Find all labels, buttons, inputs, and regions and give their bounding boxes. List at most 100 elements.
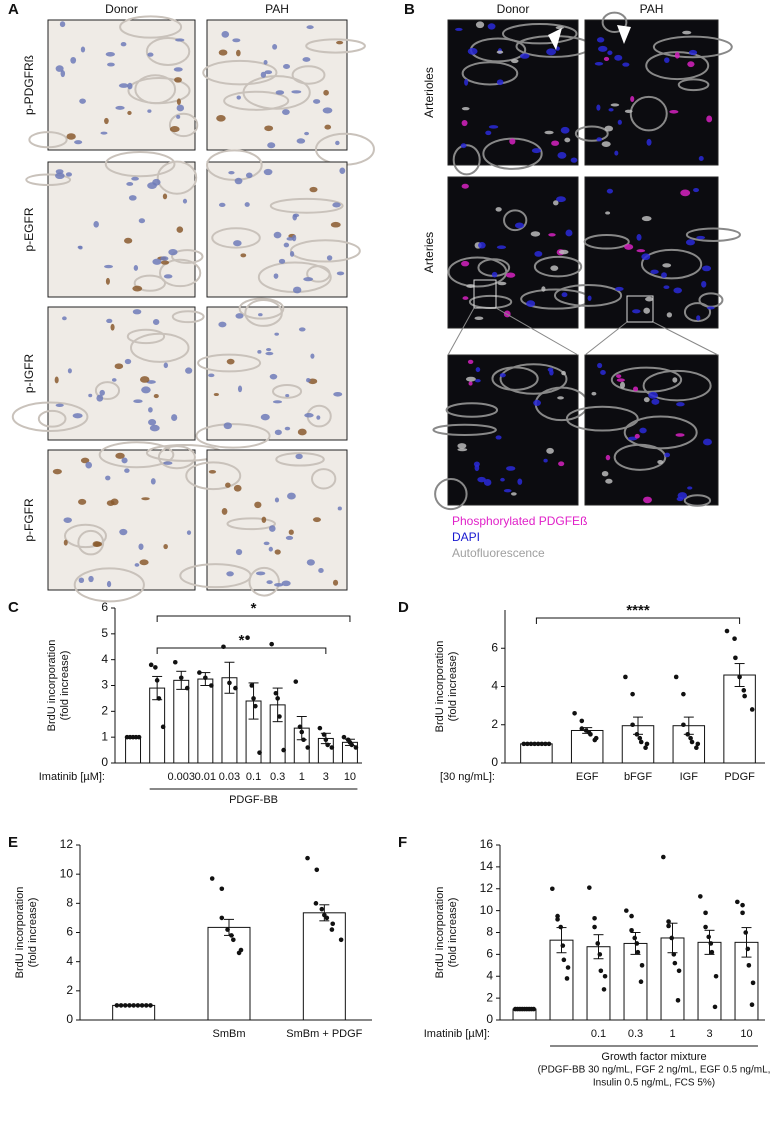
data-point: [249, 683, 255, 688]
cell-nucleus: [561, 370, 566, 376]
group-label: PDGF-BB: [229, 794, 278, 806]
cell-nucleus: [632, 309, 641, 314]
data-point: [592, 915, 597, 921]
tissue-strand: [126, 328, 166, 345]
data-point: [595, 941, 601, 946]
cell-nucleus: [139, 559, 149, 566]
tissue-strand: [574, 125, 609, 142]
cell-nucleus: [163, 274, 173, 279]
cell-nucleus: [107, 62, 115, 67]
tissue-strand: [311, 468, 337, 490]
image-frame: [584, 19, 719, 166]
y-tick-label: 2: [486, 990, 493, 1004]
cell-nucleus: [54, 376, 59, 384]
cell-nucleus: [639, 427, 647, 434]
data-point: [713, 973, 719, 979]
y-tick-label: 0: [101, 755, 108, 769]
cell-nucleus: [693, 188, 700, 193]
cell-nucleus: [669, 109, 679, 114]
y-tick-label: 6: [491, 640, 498, 654]
x-tick-label: SmBm + PDGF: [286, 1028, 362, 1040]
x-tick-label: 0.01: [195, 771, 216, 783]
cell-nucleus: [216, 114, 226, 122]
tissue-strand: [133, 274, 167, 292]
cell-nucleus: [264, 70, 273, 75]
data-point: [281, 747, 286, 753]
cell-nucleus: [78, 577, 85, 584]
data-point: [644, 741, 650, 747]
y-axis-label: BrdU incorporation: [434, 641, 446, 733]
cell-nucleus: [457, 443, 467, 449]
y-tick-label: 8: [66, 896, 73, 910]
histology-image: [47, 441, 223, 603]
data-point: [172, 659, 178, 665]
fluorescence-image: [574, 11, 733, 166]
histology-image: [11, 306, 205, 441]
cell-nucleus: [461, 120, 468, 127]
y-tick-label: 0: [66, 1012, 73, 1026]
cell-nucleus: [88, 575, 94, 583]
cell-nucleus: [285, 535, 294, 540]
cell-nucleus: [272, 400, 283, 404]
data-point: [521, 741, 527, 747]
cell-nucleus: [324, 124, 332, 130]
cell-nucleus: [598, 45, 608, 52]
cell-nucleus: [80, 457, 90, 464]
cell-nucleus: [120, 41, 127, 47]
cell-nucleus: [495, 207, 502, 212]
zoom-line: [584, 321, 628, 356]
cell-nucleus: [105, 277, 110, 285]
panel-letter: F: [398, 834, 407, 851]
cell-nucleus: [104, 117, 109, 125]
data-point: [706, 934, 712, 940]
data-point: [673, 674, 679, 680]
cell-nucleus: [322, 107, 333, 114]
cell-nucleus: [706, 306, 715, 310]
bar: [623, 942, 648, 1021]
x-tick-label: 0.03: [219, 771, 240, 783]
cell-nucleus: [696, 235, 706, 240]
data-point: [305, 855, 310, 861]
tissue-strand: [223, 90, 290, 111]
cell-nucleus: [596, 104, 601, 111]
panel-letter: D: [398, 599, 409, 616]
cell-nucleus: [558, 249, 569, 255]
arrowhead: [548, 28, 562, 50]
cell-nucleus: [66, 133, 76, 140]
tissue-strand: [171, 310, 205, 324]
cell-nucleus: [296, 138, 306, 144]
data-point: [703, 910, 708, 916]
y-axis-label: (fold increase): [59, 651, 71, 721]
data-point: [558, 924, 564, 930]
x-tick-label: 10: [344, 771, 356, 783]
cell-nucleus: [55, 403, 64, 407]
cell-nucleus: [176, 226, 184, 233]
row-label: p-PDGFRß: [22, 55, 36, 115]
data-point: [323, 737, 329, 743]
cell-nucleus: [254, 501, 262, 509]
cell-nucleus: [641, 216, 652, 222]
y-tick-label: 0: [486, 1012, 493, 1026]
arrowhead: [617, 25, 631, 44]
cell-nucleus: [55, 172, 65, 180]
cell-nucleus: [291, 90, 302, 94]
cell-nucleus: [312, 517, 321, 523]
panel-letter: C: [8, 599, 19, 616]
data-point: [685, 732, 691, 737]
cell-nucleus: [306, 25, 314, 30]
y-axis-label: (fold increase): [447, 652, 459, 722]
cell-nucleus: [645, 296, 654, 302]
tissue-strand: [202, 59, 278, 86]
cell-nucleus: [292, 286, 302, 294]
data-point: [525, 741, 530, 747]
data-point: [681, 722, 686, 728]
cell-nucleus: [176, 104, 185, 112]
cell-nucleus: [555, 26, 564, 30]
cell-nucleus: [283, 242, 290, 248]
data-point: [579, 726, 585, 731]
data-point: [688, 735, 693, 741]
cell-nucleus: [288, 529, 294, 535]
x-tick-label: 0.1: [591, 1028, 606, 1040]
cell-nucleus: [636, 234, 642, 241]
cell-nucleus: [682, 30, 692, 35]
